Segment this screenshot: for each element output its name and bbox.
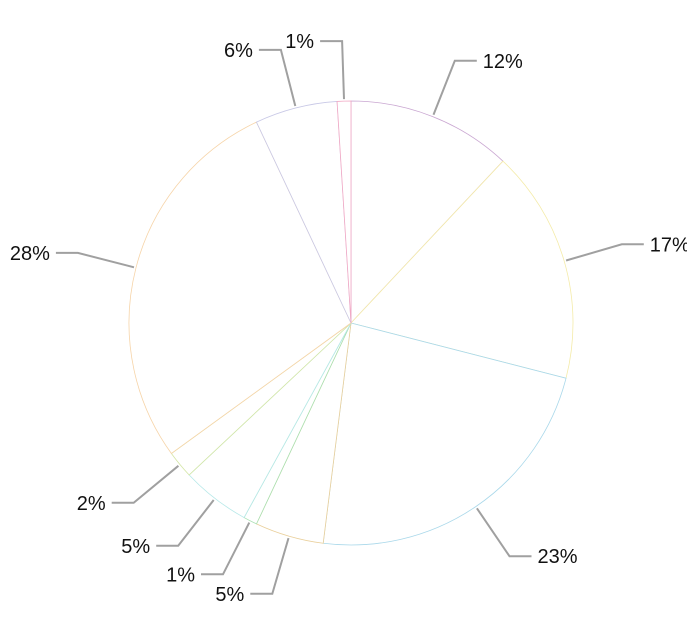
leader-line-10 [320, 40, 345, 100]
pie-slice-8 [128, 121, 352, 455]
slice-label-4: 5% [215, 584, 244, 606]
leader-lines [55, 40, 644, 595]
leader-line-3 [476, 507, 532, 558]
leader-line-6 [156, 499, 215, 547]
slice-label-1: 12% [483, 51, 523, 73]
leader-line-2 [565, 243, 644, 262]
pie-slices [128, 100, 574, 546]
slice-label-9: 6% [224, 40, 253, 62]
slice-label-6: 5% [121, 536, 150, 558]
leader-line-4 [250, 537, 290, 595]
slice-label-10: 1% [285, 31, 314, 53]
leader-line-1 [432, 59, 477, 116]
slice-label-8: 28% [10, 243, 50, 265]
leader-line-8 [55, 251, 135, 269]
slice-label-5: 1% [166, 564, 195, 586]
leader-line-9 [258, 48, 297, 107]
pie-slice-10 [336, 100, 352, 324]
pie-slice-2 [350, 160, 574, 379]
slice-label-2: 17% [650, 234, 687, 256]
slice-labels: 12% 17% 23% 5% 1% 5% 2% 28% 6% 1% [10, 31, 687, 606]
pie-slice-3 [322, 322, 567, 546]
slice-label-3: 23% [538, 546, 578, 568]
pie-slice-1 [350, 100, 504, 325]
leader-line-5 [201, 522, 251, 576]
leader-line-7 [111, 465, 180, 504]
slice-label-7: 2% [77, 493, 106, 515]
